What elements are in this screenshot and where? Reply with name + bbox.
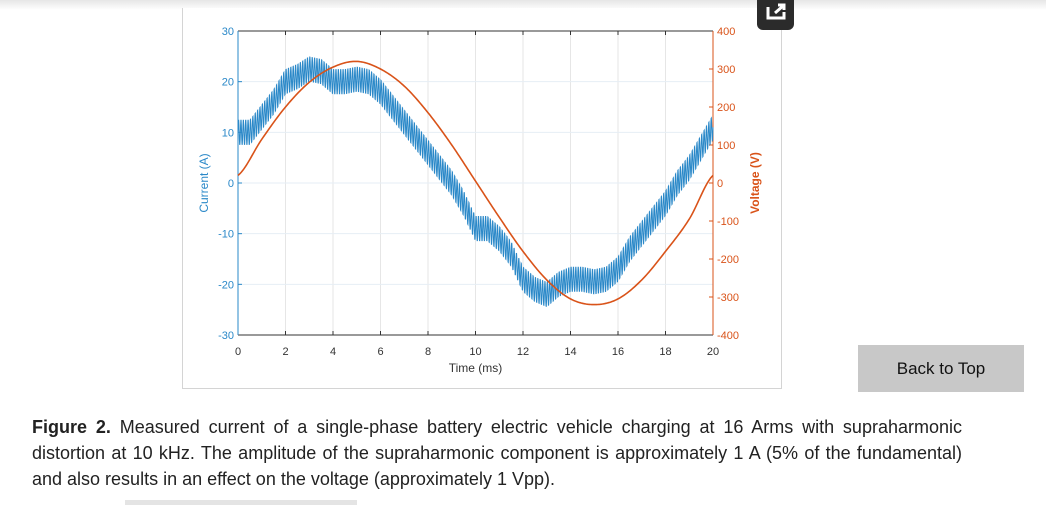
y-tick-label: -10	[218, 229, 234, 241]
back-to-top-button[interactable]: Back to Top	[858, 345, 1024, 392]
y2-tick-label: 300	[717, 64, 735, 76]
y-tick-label: -20	[218, 279, 234, 291]
y-tick-label: 10	[222, 127, 234, 139]
y-axis-label: Current (A)	[197, 153, 211, 212]
y2-tick-label: -400	[717, 330, 739, 342]
current-series-line	[237, 56, 714, 308]
x-tick-label: 18	[659, 346, 671, 358]
x-tick-label: 20	[707, 346, 719, 358]
y2-tick-label: 400	[717, 26, 735, 38]
x-tick-label: 2	[282, 346, 288, 358]
voltage-series-line	[237, 60, 714, 306]
x-tick-label: 0	[235, 346, 241, 358]
y-tick-label: -30	[218, 330, 234, 342]
x-tick-label: 10	[469, 346, 481, 358]
figure-chart: 0 2 4 6 8 10 12 14 16 18 20-30-20-100102030-400-30…	[197, 26, 762, 375]
x-tick-label: 14	[564, 346, 576, 358]
x-tick-label: 16	[612, 346, 624, 358]
y2-tick-label: 0	[717, 178, 723, 190]
figure-label: Figure 2.	[32, 417, 111, 437]
x-tick-label: 4	[330, 346, 336, 358]
y-tick-label: 0	[228, 178, 234, 190]
y-tick-label: 30	[222, 26, 234, 38]
y2-tick-label: 200	[717, 102, 735, 114]
x-axis-label: Time (ms)	[449, 361, 503, 375]
figure-caption: Figure 2. Measured current of a single-p…	[32, 414, 962, 492]
x-tick-label: 8	[425, 346, 431, 358]
external-link-icon	[766, 3, 785, 20]
y2-tick-label: -200	[717, 254, 739, 266]
back-to-top-label: Back to Top	[896, 359, 986, 378]
horizontal-scrollbar[interactable]	[125, 500, 357, 505]
y2-tick-label: -100	[717, 216, 739, 228]
y-tick-label: 20	[222, 77, 234, 89]
y2-tick-label: -300	[717, 292, 739, 304]
x-tick-label: 6	[377, 346, 383, 358]
y2-tick-label: 100	[717, 140, 735, 152]
y2-axis-label: Voltage (V)	[748, 152, 762, 214]
top-band	[0, 0, 1046, 10]
x-tick-label: 12	[517, 346, 529, 358]
figure-caption-text: Measured current of a single-phase batte…	[32, 417, 962, 489]
popout-button[interactable]	[757, 0, 794, 30]
